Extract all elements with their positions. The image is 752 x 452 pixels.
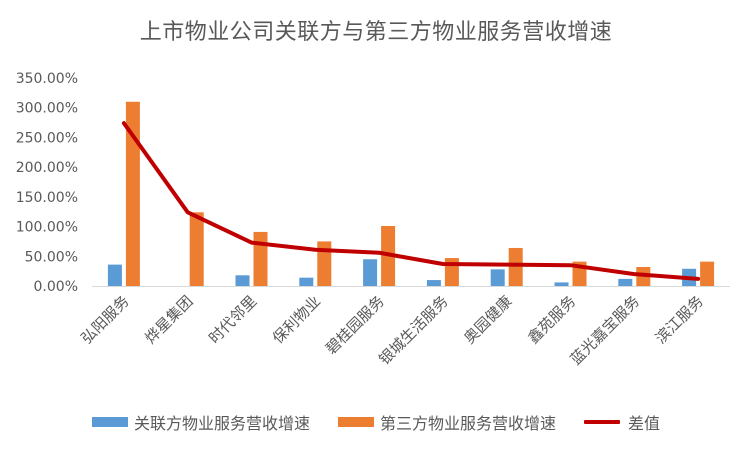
bar-related xyxy=(490,269,505,286)
x-tick-label: 时代邻里 xyxy=(205,292,260,347)
bar-related xyxy=(426,280,441,286)
y-tick-label: 50.00% xyxy=(25,249,78,265)
y-tick-label: 300.00% xyxy=(16,101,78,117)
legend-label: 关联方物业服务营收增速 xyxy=(133,414,310,433)
legend-color-swatch xyxy=(91,417,128,427)
bar-related xyxy=(107,264,122,286)
x-tick-label: 滨江服务 xyxy=(652,292,707,347)
x-tick-label: 烨星集团 xyxy=(141,292,196,347)
y-tick-label: 200.00% xyxy=(16,160,78,176)
legend-line-swatch xyxy=(584,420,620,424)
legend-item: 关联方物业服务营收增速 xyxy=(91,410,310,434)
legend-item: 差值 xyxy=(584,410,660,434)
y-tick-label: 350.00% xyxy=(16,71,78,87)
x-tick-label: 弘阳服务 xyxy=(78,292,133,347)
y-tick-label: 0.00% xyxy=(34,279,78,295)
bar-related xyxy=(363,259,378,286)
bar-related xyxy=(235,275,250,286)
bar-related xyxy=(618,278,633,286)
bar-third-party xyxy=(700,261,715,286)
legend-label: 差值 xyxy=(628,414,661,433)
y-tick-label: 100.00% xyxy=(16,220,78,236)
legend-color-swatch xyxy=(337,417,374,427)
legend-item: 第三方物业服务营收增速 xyxy=(337,410,556,434)
bar-third-party xyxy=(125,101,140,287)
chart-title: 上市物业公司关联方与第三方物业服务营收增速 xyxy=(139,20,613,45)
x-tick-label: 蓝光嘉宝服务 xyxy=(567,292,643,368)
x-tick-label: 保利物业 xyxy=(269,292,324,347)
x-tick-label: 碧桂园服务 xyxy=(322,292,388,358)
bar-related xyxy=(554,282,569,286)
x-tick-label: 鑫苑服务 xyxy=(524,292,579,347)
legend: 关联方物业服务营收增速 第三方物业服务营收增速 差值 xyxy=(0,410,752,434)
difference-line xyxy=(121,121,701,281)
y-tick-label: 150.00% xyxy=(16,190,78,206)
x-tick-label: 奥园健康 xyxy=(460,292,515,347)
y-tick-label: 250.00% xyxy=(16,130,78,146)
x-tick-label: 银城生活服务 xyxy=(375,292,451,368)
bar-third-party xyxy=(189,212,204,286)
bar-related xyxy=(299,277,314,286)
bar-third-party xyxy=(253,231,268,286)
bar-third-party xyxy=(317,241,332,286)
bar-third-party xyxy=(508,247,523,286)
legend-label: 第三方物业服务营收增速 xyxy=(379,414,556,433)
